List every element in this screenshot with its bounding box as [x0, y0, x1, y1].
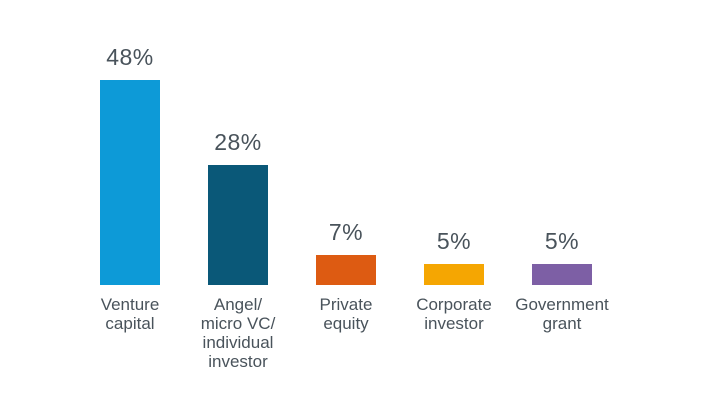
- bar-category-label-line: Private: [319, 295, 373, 314]
- bar-column: 7% Private equity: [292, 0, 400, 371]
- bar-category-label-line: investor: [208, 352, 268, 371]
- bar-category-label-line: grant: [542, 314, 582, 333]
- bar: [100, 80, 160, 285]
- bar-column: 5% Corporate investor: [400, 0, 508, 371]
- bar-category-label-line: individual: [202, 333, 274, 352]
- bar-plot-area: 7%: [292, 0, 400, 285]
- bar-category-label: Venture capital: [76, 295, 184, 333]
- bar-category-label: Private equity: [292, 295, 400, 333]
- bar-category-label-line: equity: [323, 314, 369, 333]
- bar-category-label: Government grant: [508, 295, 616, 333]
- bar-value-label: 7%: [328, 219, 364, 245]
- bar-category-label-line: capital: [105, 314, 155, 333]
- bar-category-label: Angel/micro VC/individual investor: [184, 295, 292, 371]
- bar-plot-area: 48%: [76, 0, 184, 285]
- bar: [316, 255, 376, 285]
- bar-category-label-line: micro VC/: [200, 314, 276, 333]
- bar-value-label: 5%: [544, 228, 580, 254]
- bar-category-label: Corporate investor: [400, 295, 508, 333]
- bar-category-label-line: Corporate: [416, 295, 492, 314]
- bar-value-label: 5%: [436, 228, 472, 254]
- bar-value-label: 48%: [106, 44, 154, 70]
- bar-column: 5% Government grant: [508, 0, 616, 371]
- bar-chart: 48% Venture capital 28% Angel/micro VC/in…: [76, 0, 616, 371]
- bar-category-label-line: Government: [515, 295, 609, 314]
- bar-category-label-line: Angel/: [213, 295, 263, 314]
- bar-category-label-line: Venture: [100, 295, 160, 314]
- bar-column: 28% Angel/micro VC/individual investor: [184, 0, 292, 371]
- bar-plot-area: 5%: [400, 0, 508, 285]
- bar: [424, 264, 484, 285]
- bar: [208, 165, 268, 285]
- bar-plot-area: 28%: [184, 0, 292, 285]
- bar-column: 48% Venture capital: [76, 0, 184, 371]
- bar: [532, 264, 592, 285]
- bar-value-label: 28%: [214, 129, 262, 155]
- bar-plot-area: 5%: [508, 0, 616, 285]
- bar-category-label-line: investor: [424, 314, 484, 333]
